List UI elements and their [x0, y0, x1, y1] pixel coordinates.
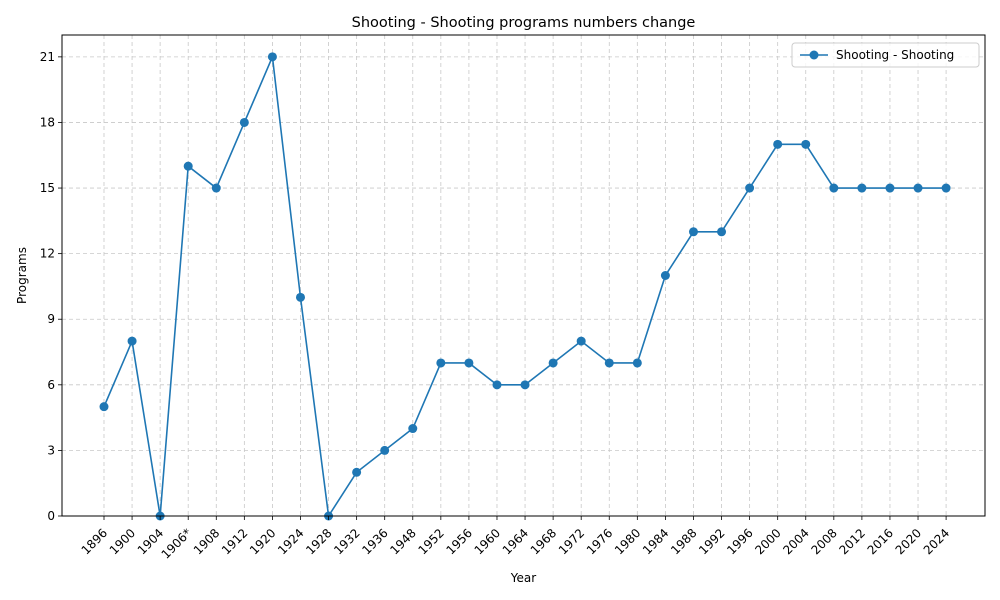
- data-point: [295, 292, 305, 302]
- plot-frame: [61, 34, 986, 517]
- y-tick-label: 12: [40, 247, 55, 261]
- y-tick-label: 15: [40, 181, 55, 195]
- y-axis-label: Programs: [15, 247, 29, 304]
- chart-title: Shooting - Shooting programs numbers cha…: [352, 15, 696, 31]
- y-tick-label: 3: [47, 443, 55, 457]
- data-point: [913, 183, 923, 193]
- data-point: [773, 139, 783, 149]
- data-point: [829, 183, 839, 193]
- data-point: [885, 183, 895, 193]
- y-tick-label: 18: [40, 115, 55, 129]
- data-point: [352, 467, 362, 477]
- y-tick-label: 9: [47, 312, 55, 326]
- data-point: [632, 358, 642, 368]
- data-point: [745, 183, 755, 193]
- y-axis: 0 3 6 9 12 15 18 21: [40, 50, 62, 523]
- data-point: [127, 336, 137, 346]
- grid: [62, 35, 985, 517]
- data-point: [801, 139, 811, 149]
- data-point: [436, 358, 446, 368]
- data-point: [380, 445, 390, 455]
- data-point: [408, 424, 418, 434]
- series-layer: [99, 52, 951, 521]
- data-point: [941, 183, 951, 193]
- y-tick-label: 0: [47, 509, 55, 523]
- data-point: [688, 227, 698, 237]
- legend-marker: [809, 50, 819, 60]
- legend-box: [791, 42, 980, 68]
- data-point: [548, 358, 558, 368]
- data-point: [576, 336, 586, 346]
- data-point: [520, 380, 530, 390]
- data-point: [211, 183, 221, 193]
- data-point: [717, 227, 727, 237]
- legend: Shooting - Shooting: [791, 42, 980, 68]
- legend-entry: Shooting - Shooting: [836, 48, 954, 62]
- data-point: [183, 161, 193, 171]
- data-point: [660, 271, 670, 280]
- data-point: [99, 402, 109, 412]
- data-point: [267, 52, 277, 62]
- data-point: [239, 117, 249, 127]
- data-point: [492, 380, 502, 390]
- data-point: [604, 358, 614, 368]
- y-tick-label: 21: [40, 50, 55, 64]
- data-point: [857, 183, 867, 193]
- data-point: [464, 358, 474, 368]
- x-axis-label: Year: [510, 571, 536, 585]
- y-tick-label: 6: [47, 378, 55, 392]
